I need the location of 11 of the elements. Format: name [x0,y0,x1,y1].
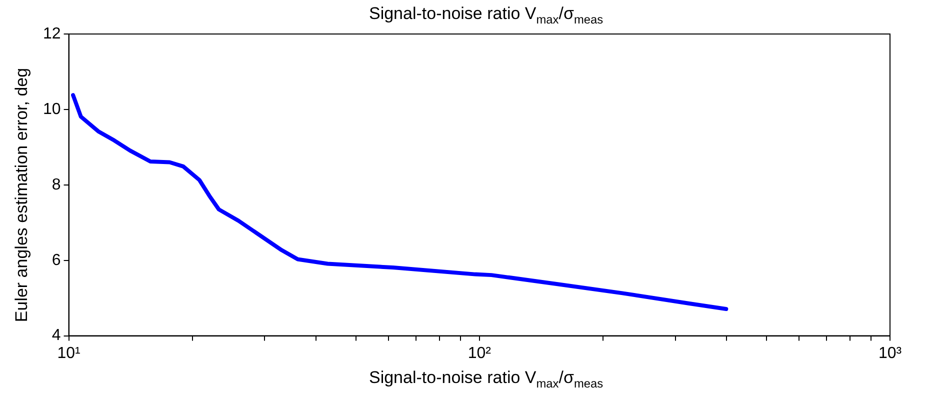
y-tick-label: 12 [43,25,61,42]
y-tick-label: 8 [52,176,61,194]
x-tick-label: 10³ [878,344,902,362]
x-axis-title: Signal-to-noise ratio V$_{max}$/σ$_{meas}$ [368,368,604,390]
y-tick-label: 4 [52,327,61,344]
y-tick-label: 10 [43,100,61,118]
y-tick-label: 6 [52,252,61,269]
x-tick-label: 10¹ [57,344,80,362]
chart-title: Signal-to-noise ratio V$_{max}$/σ$_{meas}$ [368,4,604,26]
x-tick-label: 10² [468,344,492,362]
y-axis-title: Euler angles estimation error, deg [12,68,32,322]
